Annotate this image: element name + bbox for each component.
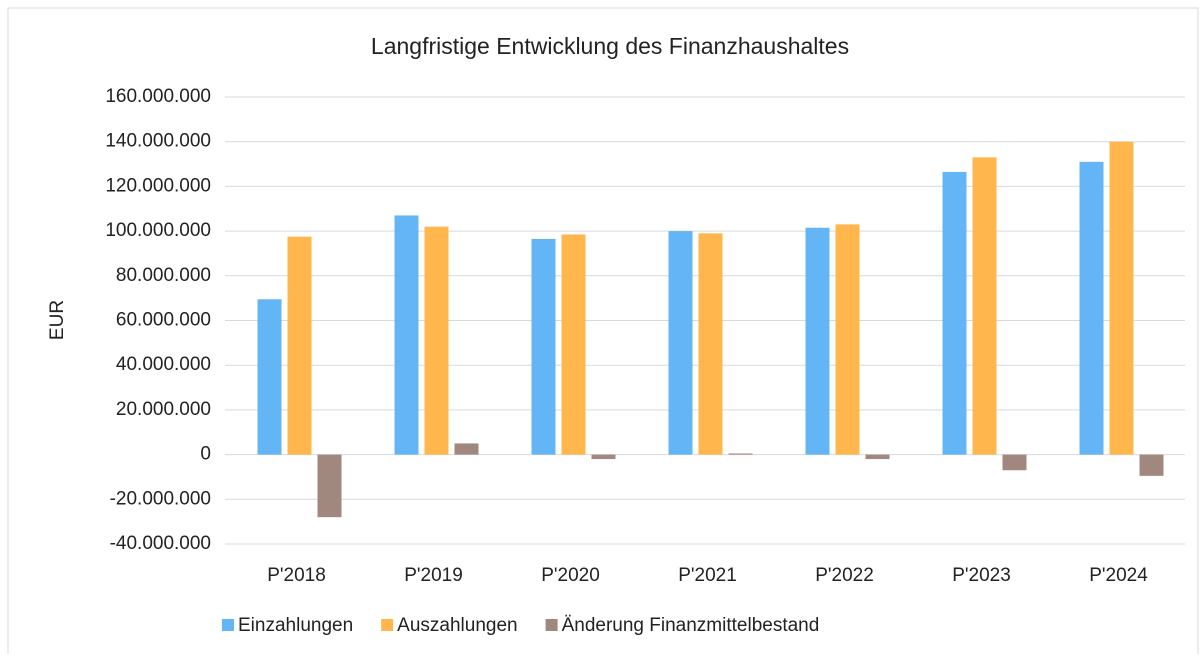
x-tick-label: P'2023 bbox=[952, 565, 1011, 586]
y-tick-label: 80.000.000 bbox=[116, 265, 211, 286]
bar bbox=[394, 215, 419, 455]
y-tick-label: 20.000.000 bbox=[116, 399, 211, 420]
bar bbox=[942, 171, 967, 455]
bar bbox=[591, 454, 616, 460]
legend-swatch bbox=[545, 619, 558, 631]
bar bbox=[1109, 141, 1134, 455]
legend-swatch bbox=[222, 619, 234, 631]
y-tick-label: 40.000.000 bbox=[116, 354, 211, 375]
bar bbox=[805, 227, 830, 455]
y-tick-label: 160.000.000 bbox=[105, 86, 211, 107]
bar bbox=[1139, 454, 1164, 476]
y-tick-label: 140.000.000 bbox=[105, 131, 211, 152]
y-tick-label: 120.000.000 bbox=[105, 175, 211, 196]
legend-label: Änderung Finanzmittelbestand bbox=[562, 615, 820, 636]
bar bbox=[1079, 161, 1104, 455]
y-axis-label: EUR bbox=[47, 300, 68, 340]
bar bbox=[865, 454, 890, 460]
bar bbox=[531, 238, 556, 455]
bar bbox=[972, 157, 997, 455]
bar bbox=[257, 299, 282, 455]
bar bbox=[698, 233, 723, 455]
bar bbox=[561, 234, 586, 455]
y-tick-label: -40.000.000 bbox=[110, 533, 211, 554]
bar bbox=[424, 226, 449, 455]
x-tick-label: P'2021 bbox=[678, 565, 737, 586]
y-tick-label: 0 bbox=[200, 444, 211, 465]
chart-title: Langfristige Entwicklung des Finanzhaush… bbox=[371, 33, 849, 59]
bar bbox=[287, 236, 312, 455]
bar bbox=[668, 231, 693, 455]
y-tick-label: 60.000.000 bbox=[116, 310, 211, 331]
x-tick-label: P'2020 bbox=[541, 565, 600, 586]
legend-label: Einzahlungen bbox=[238, 615, 353, 636]
bar bbox=[835, 224, 860, 455]
x-tick-label: P'2024 bbox=[1089, 565, 1148, 586]
bar bbox=[1002, 454, 1027, 471]
bar bbox=[317, 454, 342, 518]
x-tick-label: P'2022 bbox=[815, 565, 874, 586]
bar bbox=[454, 443, 479, 455]
x-tick-label: P'2019 bbox=[404, 565, 463, 586]
x-tick-label: P'2018 bbox=[267, 565, 326, 586]
y-tick-label: -20.000.000 bbox=[110, 488, 211, 509]
legend-swatch bbox=[381, 619, 394, 631]
y-tick-label: 100.000.000 bbox=[105, 220, 211, 241]
bar bbox=[728, 453, 753, 455]
legend-label: Auszahlungen bbox=[397, 615, 517, 636]
